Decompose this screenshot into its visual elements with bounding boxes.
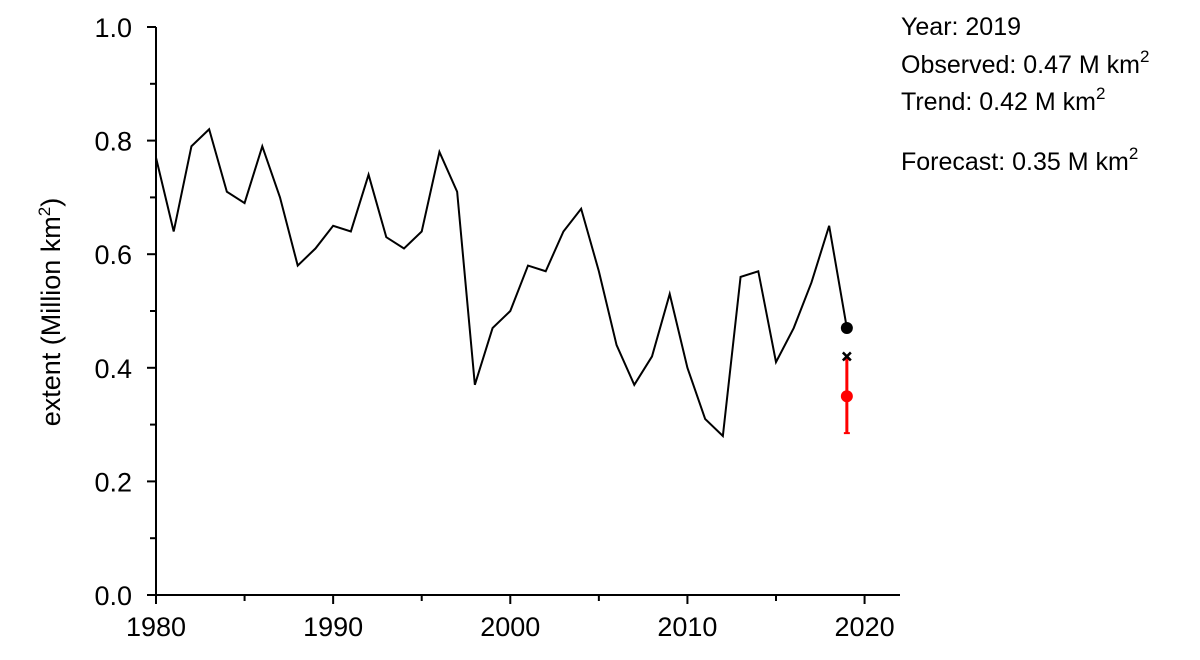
plot-area (155, 127, 853, 439)
x-tick-label: 2000 (480, 612, 540, 642)
y-tick-label: 0.6 (94, 240, 132, 270)
trend-marker-stroke (841, 351, 852, 362)
x-tick-label: 2010 (657, 612, 717, 642)
extent-series-line (155, 127, 848, 439)
annotation-observed: Observed: 0.47 M km2 (901, 47, 1149, 79)
y-tick-label: 0.8 (94, 127, 132, 157)
forecast-point (840, 390, 853, 403)
y-axis: 0.0 0.2 0.4 0.6 0.8 1.0 (94, 13, 157, 611)
x-axis: 1980 1990 2000 2010 2020 (126, 594, 900, 642)
observed-point (840, 322, 853, 335)
y-tick-label: 0.0 (94, 581, 132, 611)
trend-marker (841, 351, 852, 362)
annotation-panel: Year: 2019 Observed: 0.47 M km2 Trend: 0… (901, 13, 1149, 176)
y-axis-label: extent (Million km2) (35, 198, 66, 427)
annotation-year: Year: 2019 (901, 13, 1021, 41)
y-tick-label: 0.4 (94, 354, 132, 384)
x-tick-label: 1980 (126, 612, 186, 642)
annotation-forecast: Forecast: 0.35 M km2 (901, 144, 1138, 176)
annotation-trend: Trend: 0.42 M km2 (901, 84, 1105, 116)
y-tick-label: 1.0 (94, 13, 132, 43)
x-tick-label: 2020 (835, 612, 895, 642)
x-tick-label: 1990 (303, 612, 363, 642)
y-tick-label: 0.2 (94, 467, 132, 497)
